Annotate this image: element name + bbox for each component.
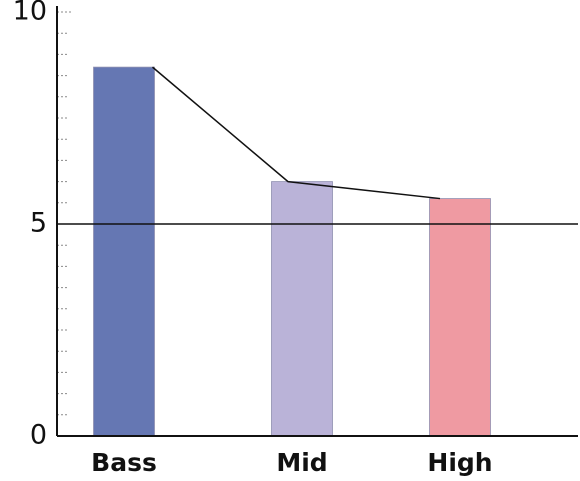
bars	[93, 66, 491, 437]
trend-line	[152, 66, 441, 200]
bar-bass	[93, 66, 155, 437]
x-tick-label-high: High	[427, 448, 492, 477]
y-tick-label-0: 0	[30, 420, 47, 451]
x-tick-label-mid: Mid	[276, 448, 327, 477]
y-tick-label-5: 5	[30, 208, 47, 239]
y-minor-ticks	[57, 11, 71, 437]
bar-mid	[271, 181, 333, 437]
bar-high	[429, 198, 491, 437]
y-tick-label-10: 10	[13, 0, 47, 27]
x-tick-label-bass: Bass	[91, 448, 157, 477]
